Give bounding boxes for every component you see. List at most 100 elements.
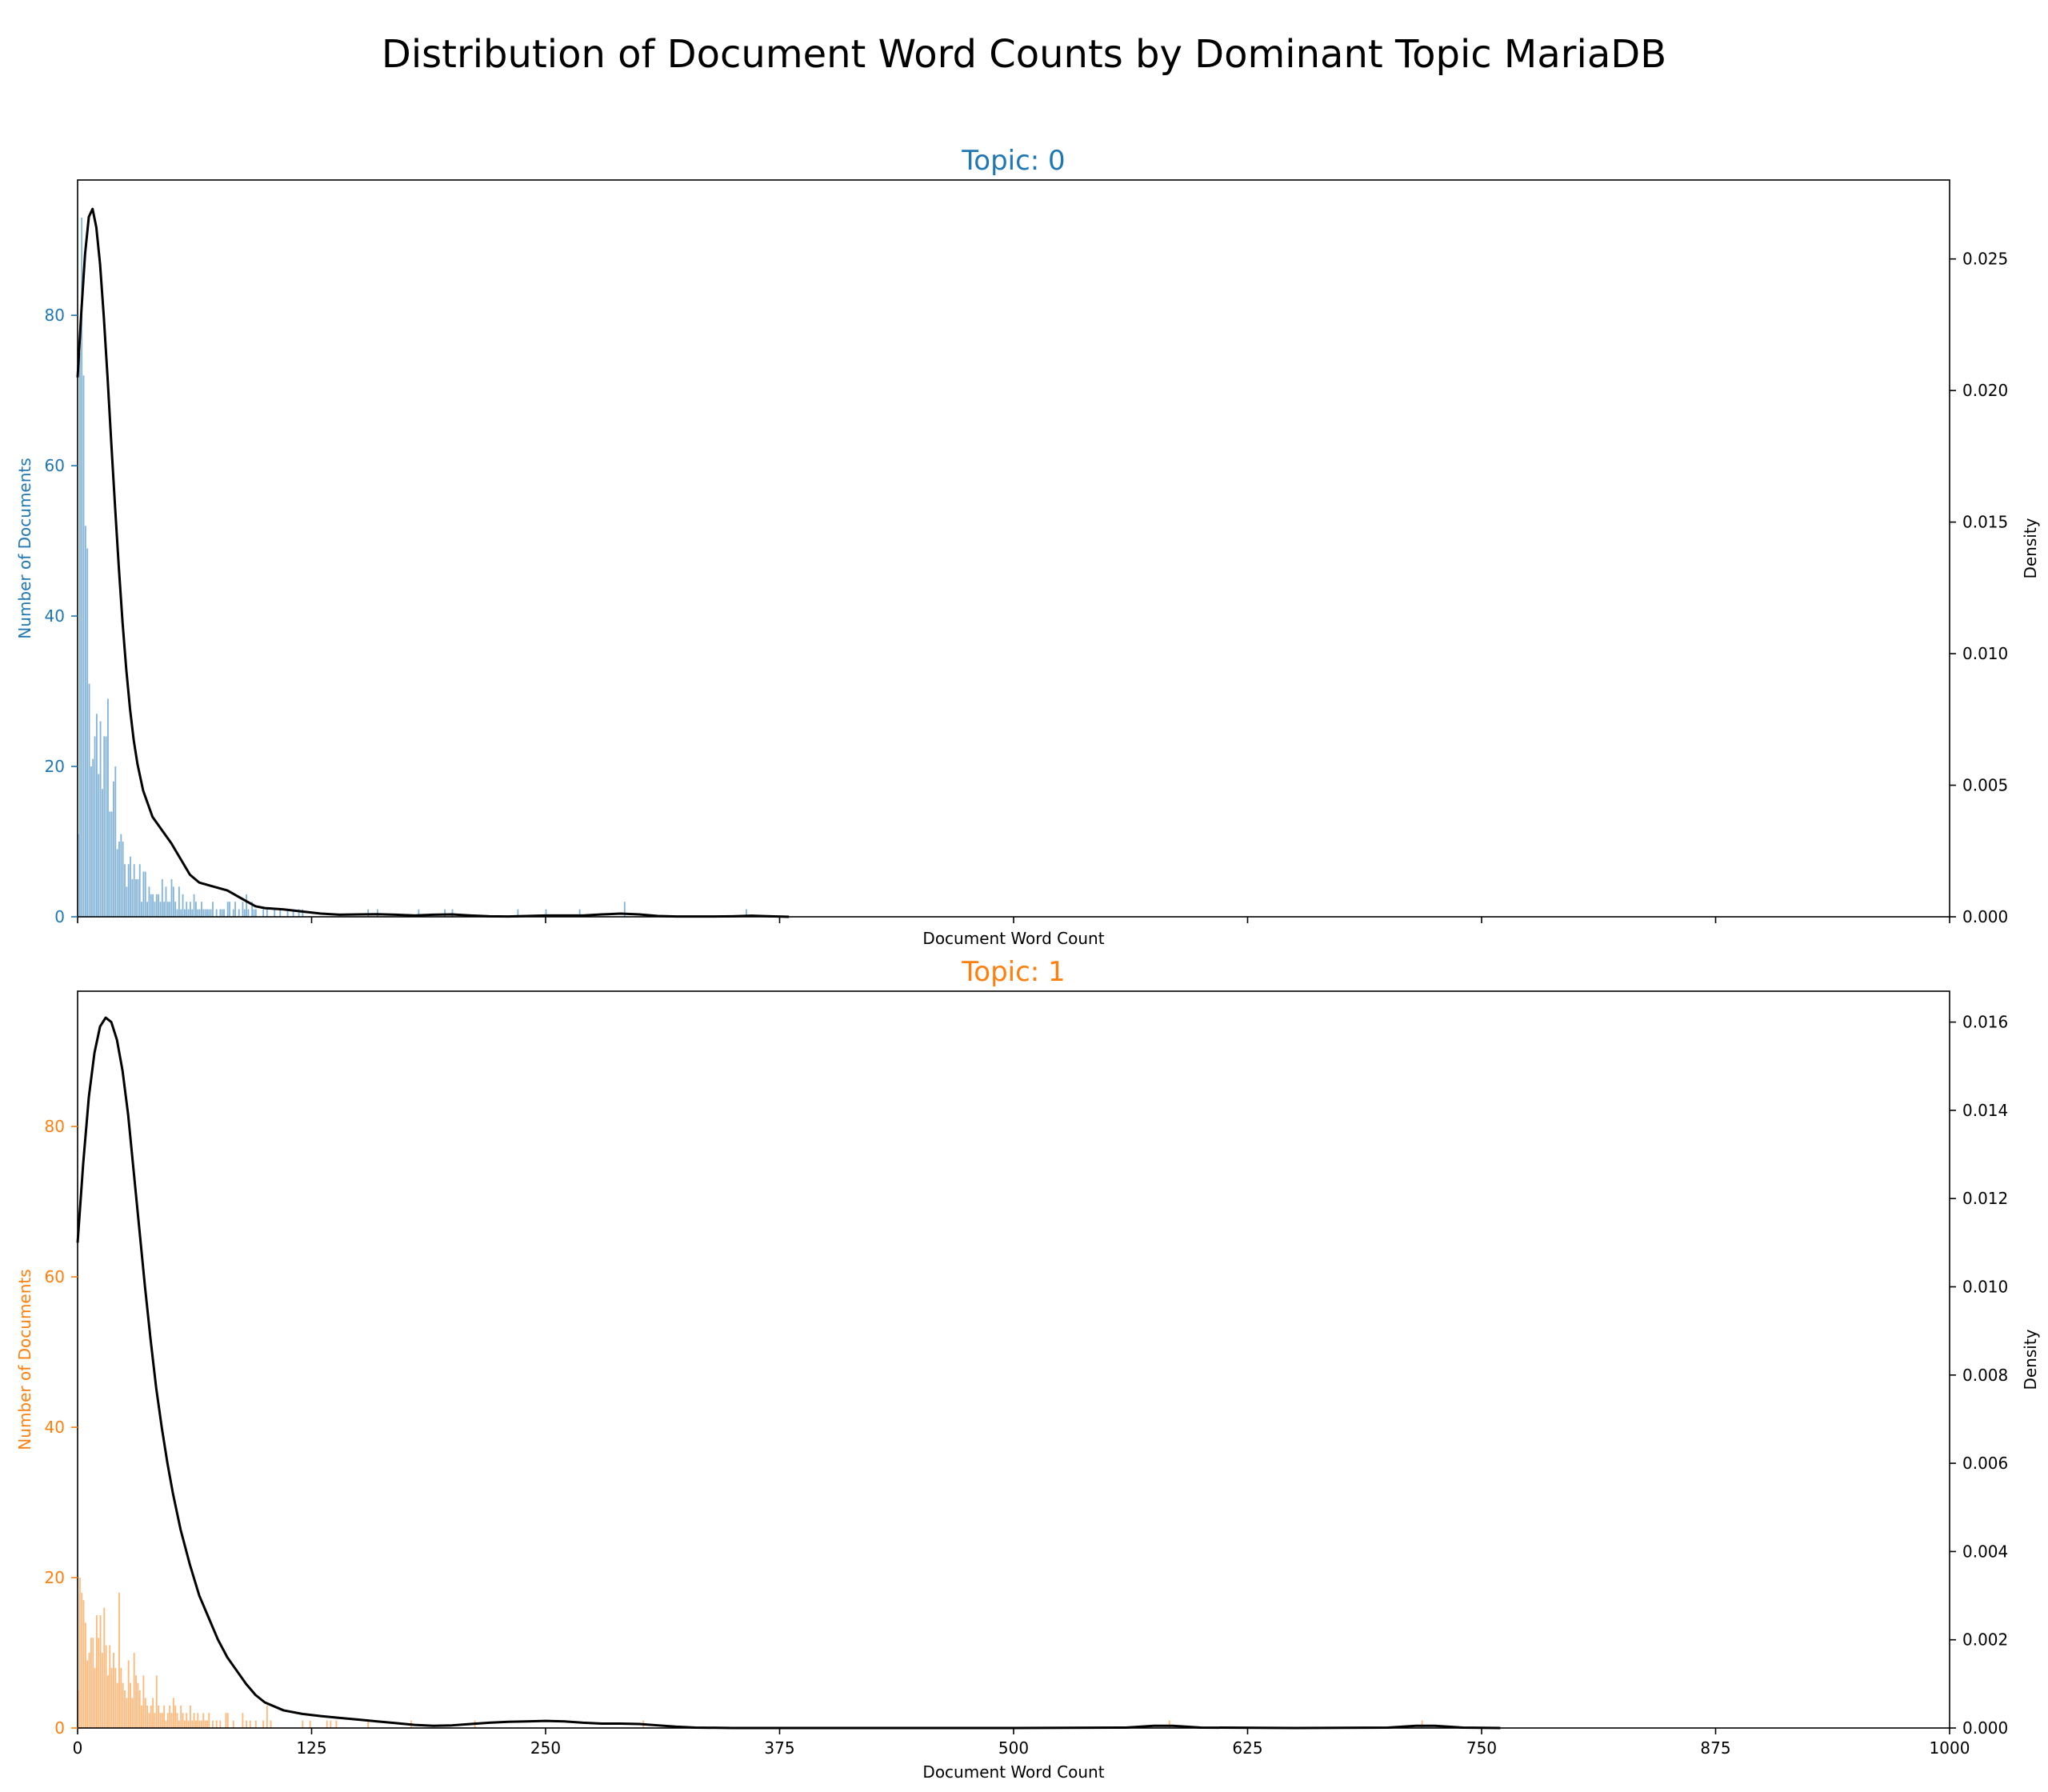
histogram-bar [144,1698,146,1728]
histogram-bar [266,1705,268,1728]
y2-tick-label: 0.012 [1962,1189,2008,1208]
histogram-bar [146,1705,148,1728]
histogram-bar [169,902,171,917]
histogram-bar [133,864,135,917]
histogram-bar [159,902,162,917]
histogram-bar [229,902,230,917]
histogram-bar [745,909,747,917]
histogram-bar [150,1705,152,1728]
histogram-bar [623,902,626,917]
histogram-bar [105,736,107,917]
histogram-bar [131,1698,134,1728]
y2-tick-label: 0.015 [1962,513,2008,532]
histogram-bar [286,909,289,917]
histogram-bar [161,1713,163,1728]
histogram-bar [163,1705,166,1728]
histogram-bar [90,766,92,917]
histogram-bar [262,1720,265,1728]
histogram-bar [161,879,163,917]
histogram-bar [82,375,85,918]
histogram-bar [158,894,160,917]
histogram-bar [186,902,188,917]
histogram-bar [201,1720,202,1728]
y-axis-label: Number of Documents [15,458,34,638]
histogram-bar [127,1660,130,1728]
histogram-bar [166,1713,169,1728]
histogram-bar [208,1713,210,1728]
y2-axis-label: Density [2021,1329,2040,1390]
x-tick-label: 1000 [1930,1738,1970,1758]
y-tick-label: 60 [45,1267,65,1286]
topic-0-panel: 0 20 40 60 80 0.000 0.005 0.010 0.015 0.020 0.025 T… [15,145,2040,948]
histogram-bar [116,1682,118,1728]
y2-tick-label: 0.006 [1962,1454,2008,1473]
histogram-bar [517,909,519,917]
histogram-bar [78,353,81,917]
y-tick-label: 20 [45,757,65,776]
histogram-bar [279,909,282,917]
histogram-bar [130,856,131,917]
histogram-bar [367,1720,370,1728]
histogram-bar [142,1675,145,1728]
histogram-bar [154,1713,156,1728]
y-tick-label: 80 [45,306,65,325]
x-tick-label: 250 [530,1738,561,1758]
histogram-bar [238,909,240,917]
y2-tick-label: 0.025 [1962,250,2008,269]
histogram-bar [102,789,103,917]
histogram-bar [109,811,111,917]
histogram-bar [243,909,246,917]
histogram-bar [367,909,370,917]
histogram-bar [99,1615,102,1728]
y2-tick-label: 0.016 [1962,1013,2008,1032]
histogram-bar [92,758,94,917]
histogram-bar [137,879,139,917]
topic-1-panel: 0 125 250 375 500 625 750 875 1000 0 20 40 60 80 0.000… [15,956,2040,1782]
histogram-bar [92,1638,94,1728]
density-curve [76,1016,1501,1730]
histogram-bar [148,886,150,917]
histogram-bar [152,894,154,917]
histogram-bar [113,781,114,917]
histogram-bar [110,811,113,917]
histogram-bar [103,1607,106,1728]
histogram-bar [180,1705,182,1728]
histogram-bar [174,1705,177,1728]
histogram-bar [219,909,222,917]
histogram-bar [326,1720,328,1728]
histogram-bar [166,902,169,917]
y-tick-label: 40 [45,606,65,626]
histogram-bars [77,217,747,918]
histogram-bar [444,909,446,917]
x-tick-label: 875 [1700,1738,1730,1758]
histogram-bar [187,909,190,917]
y2-tick-label: 0.008 [1962,1366,2008,1385]
histogram-bar [232,909,234,917]
histogram-bar [302,1720,304,1728]
histogram-bar [202,909,205,917]
histogram-bar [124,864,126,917]
histogram-bar [206,909,208,917]
histogram-bar [94,1667,96,1728]
histogram-bar [270,1720,272,1728]
histogram-bar [212,1720,214,1728]
histogram-bar [122,1682,124,1728]
histogram-bar [189,902,191,917]
histogram-bar [198,1720,201,1728]
histogram-bar [137,1682,139,1728]
histogram-bar [191,909,194,917]
x-tick-label: 625 [1232,1738,1262,1758]
histogram-bar [158,1705,160,1728]
histogram-bar [204,909,206,917]
histogram-bar [187,1720,190,1728]
histogram-bar [95,1615,98,1728]
histogram-bar [135,1675,137,1728]
histogram-bar [142,871,145,917]
histogram-bar [118,1592,120,1728]
y2-axis-label: Density [2021,518,2040,578]
histogram-bar [84,526,86,917]
histogram-bar [254,1720,257,1728]
histogram-bar [159,1713,162,1728]
histogram-bar [98,1638,100,1728]
